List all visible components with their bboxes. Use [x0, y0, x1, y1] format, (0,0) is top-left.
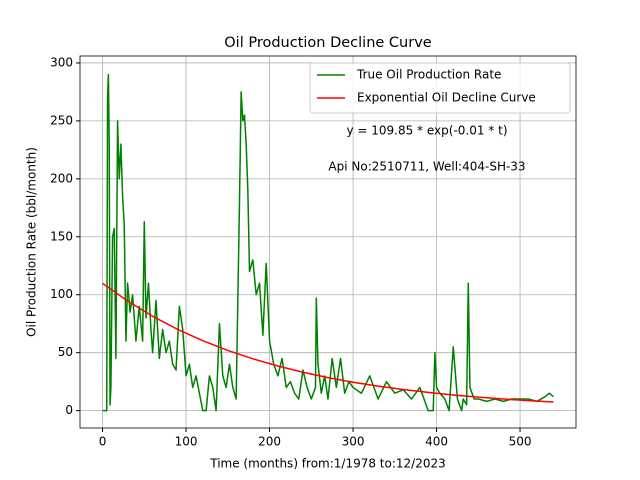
- x-tick-label: 400: [425, 435, 448, 449]
- annotation: y = 109.85 * exp(-0.01 * t): [346, 124, 507, 138]
- x-tick-label: 0: [99, 435, 107, 449]
- x-tick-label: 200: [258, 435, 281, 449]
- legend-label: Exponential Oil Decline Curve: [357, 91, 536, 105]
- y-tick-label: 50: [58, 345, 73, 359]
- y-axis-label: Oil Production Rate (bbl/month): [25, 147, 39, 337]
- x-tick-label: 300: [342, 435, 365, 449]
- series-line: [102, 73, 554, 412]
- plot-frame: [79, 55, 577, 429]
- legend-box: [309, 62, 571, 114]
- chart-title: Oil Production Decline Curve: [224, 35, 432, 51]
- y-tick-label: 0: [65, 403, 73, 417]
- series-line: [102, 282, 554, 403]
- y-tick-label: 300: [50, 55, 73, 69]
- y-tick-label: 250: [50, 113, 73, 127]
- x-tick-label: 100: [175, 435, 198, 449]
- x-tick-label: 500: [509, 435, 532, 449]
- y-tick-label: 100: [50, 287, 73, 301]
- y-tick-label: 150: [50, 229, 73, 243]
- annotation: Api No:2510711, Well:404-SH-33: [328, 160, 525, 174]
- legend-label: True Oil Production Rate: [356, 68, 501, 82]
- y-tick-label: 200: [50, 171, 73, 185]
- x-axis-label: Time (months) from:1/1978 to:12/2023: [209, 457, 446, 471]
